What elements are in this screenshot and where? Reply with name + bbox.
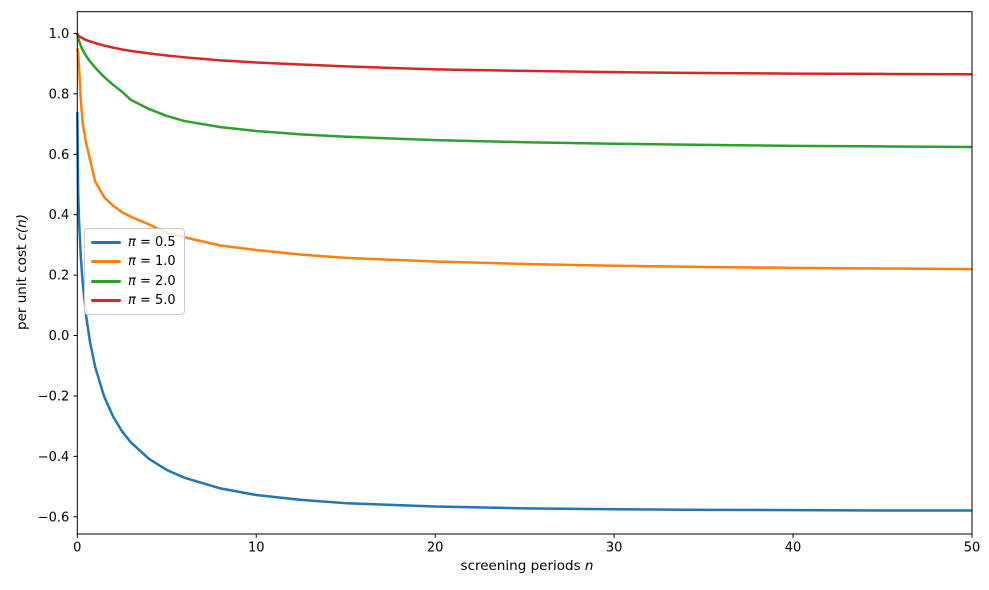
y-tick-label: 0.0 [49,329,70,344]
y-tick-label: 0.8 [49,87,70,102]
y-tick-label: 0.4 [49,208,70,223]
x-axis-label: screening periods n [461,558,594,574]
legend-line-swatch [91,241,121,245]
legend-entry-label: π = 0.5 [128,236,176,249]
curve-pi-5 [76,32,973,76]
legend-line-swatch [91,260,121,264]
legend: π = 0.5 π = 1.0 π = 2.0 π = 5.0 [84,228,185,315]
x-tick-label: 40 [785,541,802,556]
y-tick-label: −0.6 [38,510,70,525]
legend-entry: π = 2.0 [91,275,180,288]
x-tick-label: 10 [248,541,265,556]
x-axis-label-text: screening periods [460,558,585,574]
legend-entry-value: = 2.0 [135,273,176,289]
y-tick-label: 0.2 [49,269,70,284]
x-tick-label: 20 [427,541,444,556]
y-axis-label: per unit cost c(n) [14,214,30,330]
legend-line-swatch [91,279,121,283]
legend-pi-symbol: π [128,235,136,251]
legend-entry: π = 0.5 [91,236,180,249]
y-tick-label: 0.6 [49,148,70,163]
y-axis-label-text: per unit cost [14,240,30,330]
y-tick-label: 1.0 [49,27,70,42]
x-axis-label-math: n [584,558,594,574]
legend-entry: π = 5.0 [91,294,180,307]
legend-line-swatch [91,298,121,302]
legend-entry-label: π = 5.0 [128,294,176,307]
x-tick-label: 30 [606,541,623,556]
x-tick-label: 50 [964,541,981,556]
curve-pi-0.5 [76,111,972,512]
x-tick-label: 0 [73,541,81,556]
legend-entry-value: = 5.0 [135,292,176,308]
y-axis-label-math: c(n) [14,214,30,241]
legend-entry-value: = 1.0 [135,254,176,270]
axes-spines [76,11,973,535]
legend-entry-value: = 0.5 [135,235,176,251]
legend-entry-label: π = 1.0 [128,255,176,268]
y-tick-label: −0.4 [38,450,70,465]
legend-pi-symbol: π [128,292,136,308]
legend-pi-symbol: π [128,273,136,289]
legend-entry: π = 1.0 [91,255,180,268]
legend-entry-label: π = 2.0 [128,275,176,288]
y-tick-label: −0.2 [38,389,70,404]
curve-pi-1 [76,48,973,271]
legend-pi-symbol: π [128,254,136,270]
curve-pi-2 [76,33,973,149]
